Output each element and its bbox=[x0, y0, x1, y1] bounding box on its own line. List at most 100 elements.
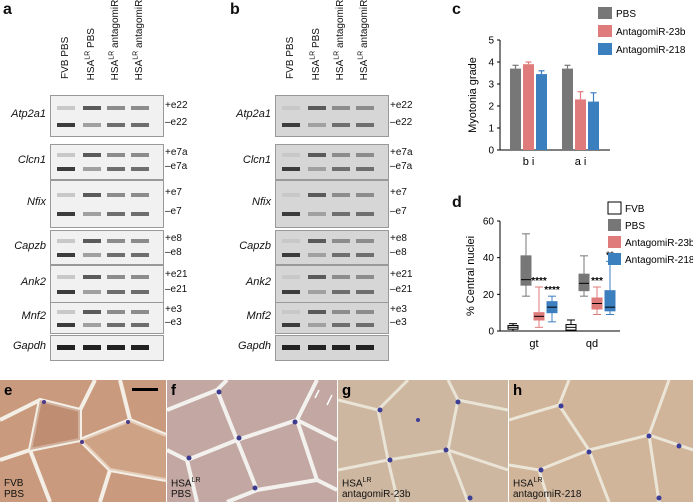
gel-a-band-label: –e21 bbox=[165, 283, 188, 295]
gel-a-band-label: –e3 bbox=[165, 316, 182, 328]
gel-b-gene-label-gapdh: Gapdh bbox=[237, 340, 271, 352]
c-legend-swatch bbox=[598, 7, 612, 19]
gel-a-band-label: +e7 bbox=[165, 186, 182, 198]
gel-a-band-lower bbox=[107, 122, 125, 127]
c-y-tick-label: 1 bbox=[488, 124, 494, 135]
d-y-tick-label: 20 bbox=[483, 290, 495, 301]
c-y-axis-label: Myotonia grade bbox=[467, 57, 479, 133]
gel-b-band-upper bbox=[282, 192, 300, 197]
gel-a-band-lower bbox=[131, 252, 149, 257]
gel-b-gene-label-atp2a1: Atp2a1 bbox=[236, 108, 271, 120]
c-category-label: a i bbox=[575, 156, 587, 168]
micrograph-g-letter: g bbox=[342, 382, 352, 399]
gel-b-band-lower bbox=[282, 167, 300, 172]
gel-a-gene-label-ank2: Ank2 bbox=[20, 276, 46, 288]
d-legend-label: PBS bbox=[625, 221, 645, 232]
c-bar bbox=[588, 101, 599, 150]
gel-a-gel-row-nfix bbox=[50, 180, 164, 228]
gel-a-band-lower bbox=[131, 322, 149, 327]
micrograph-h-letter: h bbox=[513, 382, 523, 399]
c-bar bbox=[523, 64, 534, 150]
gel-panel-a: FVB PBS HSALR PBS HSALR antagomiR-23b HSALR… bbox=[0, 0, 225, 370]
gel-a-band-label: –e8 bbox=[165, 246, 182, 258]
gel-b-lane-label-sup: LR bbox=[309, 50, 317, 60]
gel-a-band-lower bbox=[83, 252, 101, 257]
gel-a-gene-label-nfix: Nfix bbox=[27, 196, 46, 208]
d-legend-swatch bbox=[608, 253, 621, 265]
c-legend-label: AntagomiR-23b bbox=[616, 27, 686, 38]
d-legend-label: AntagomiR-23b bbox=[625, 238, 693, 249]
micrograph-g-image bbox=[338, 380, 508, 502]
gel-b-band-lower bbox=[308, 322, 326, 327]
gel-a-band-gapdh bbox=[131, 345, 149, 350]
gel-b-band-label: –e8 bbox=[390, 246, 407, 258]
c-bar bbox=[562, 68, 573, 150]
gel-b-lane-label-sup: LR bbox=[357, 50, 365, 60]
d-significance-label: **** bbox=[531, 276, 547, 287]
micrograph-h: h HSALR antagomiR-218 bbox=[509, 380, 693, 502]
gel-b-band-lower bbox=[308, 252, 326, 257]
gel-a-band-label: +e21 bbox=[165, 268, 188, 280]
gel-a-band-upper bbox=[57, 106, 75, 110]
c-legend-swatch bbox=[598, 43, 612, 55]
gel-a-band-upper bbox=[57, 310, 75, 314]
gel-a-band-lower bbox=[83, 167, 101, 172]
gel-b-band-lower bbox=[356, 252, 374, 257]
gel-b-band-lower bbox=[308, 212, 326, 217]
gel-a-band-upper bbox=[83, 192, 101, 197]
gel-a-band-label: +e7a bbox=[165, 147, 188, 159]
panel-letter-c: c bbox=[452, 1, 461, 18]
micrograph-g-caption-sup: LR bbox=[362, 476, 372, 484]
d-category-label: gt bbox=[529, 338, 538, 350]
gel-a-gene-label-atp2a1: Atp2a1 bbox=[11, 108, 46, 120]
micrograph-e-caption-line1: FVB bbox=[4, 478, 24, 489]
micrograph-h-caption: HSALR antagomiR-218 bbox=[513, 475, 581, 500]
gel-b-band-upper bbox=[332, 310, 350, 314]
gel-b-gene-label-clcn1: Clcn1 bbox=[242, 154, 271, 166]
gel-b-band-label: +e22 bbox=[390, 100, 413, 111]
gel-a-band-upper bbox=[83, 238, 101, 243]
gel-b-gene-label-nfix: Nfix bbox=[252, 196, 271, 208]
gel-a-band-lower bbox=[57, 212, 75, 217]
gel-a-band-upper bbox=[131, 192, 149, 197]
gel-a-band-upper bbox=[107, 192, 125, 197]
gel-a-band-lower bbox=[83, 212, 101, 217]
gel-b-band-upper bbox=[308, 274, 326, 279]
gel-b-band-lower bbox=[356, 322, 374, 327]
gel-a-gene-label-gapdh: Gapdh bbox=[12, 340, 46, 352]
c-y-tick-label: 4 bbox=[488, 58, 494, 69]
gel-b-band-lower bbox=[282, 122, 300, 127]
gel-b-band-gapdh bbox=[308, 345, 326, 350]
d-significance-label: **** bbox=[544, 285, 560, 296]
d-legend-swatch bbox=[608, 219, 621, 231]
micrograph-h-caption-line2: antagomiR-218 bbox=[513, 489, 582, 500]
gel-a-band-lower bbox=[57, 289, 75, 294]
gel-a-band-upper bbox=[83, 310, 101, 314]
gel-b-band-lower bbox=[308, 289, 326, 294]
gel-a-gene-label-mnf2: Mnf2 bbox=[21, 310, 46, 322]
d-legend-swatch bbox=[608, 236, 621, 248]
gel-b-band-label: –e7a bbox=[390, 161, 413, 173]
gel-b-band-label: +e21 bbox=[390, 268, 413, 280]
gel-a-band-lower bbox=[131, 212, 149, 217]
d-legend-swatch bbox=[607, 201, 622, 215]
d-y-tick-label: 0 bbox=[488, 327, 494, 338]
gel-a-band-upper bbox=[107, 106, 125, 110]
d-significance-label: *** bbox=[591, 276, 603, 287]
gel-b-band-lower bbox=[308, 167, 326, 172]
gel-panel-b: FVB PBS HSALR PBS HSALR antagomiR-23b HSALR… bbox=[225, 0, 450, 370]
c-y-tick-label: 3 bbox=[488, 80, 494, 91]
gel-b-band-lower bbox=[332, 212, 350, 217]
gel-b-band-upper bbox=[356, 106, 374, 110]
gel-b-band-upper bbox=[356, 274, 374, 279]
gel-b-gene-label-mnf2: Mnf2 bbox=[246, 310, 271, 322]
gel-b-gel-row-mnf2 bbox=[275, 302, 389, 334]
gel-b-band-lower bbox=[356, 167, 374, 172]
gel-b-band-upper bbox=[308, 310, 326, 314]
gel-b-band-label: –e3 bbox=[390, 316, 407, 328]
gel-b-band-upper bbox=[356, 153, 374, 158]
gel-a-band-gapdh bbox=[57, 345, 75, 350]
c-y-tick-label: 5 bbox=[488, 36, 494, 47]
gel-a-band-label: –e22 bbox=[165, 116, 188, 128]
gel-b-gel-row-atp2a1 bbox=[275, 95, 389, 137]
